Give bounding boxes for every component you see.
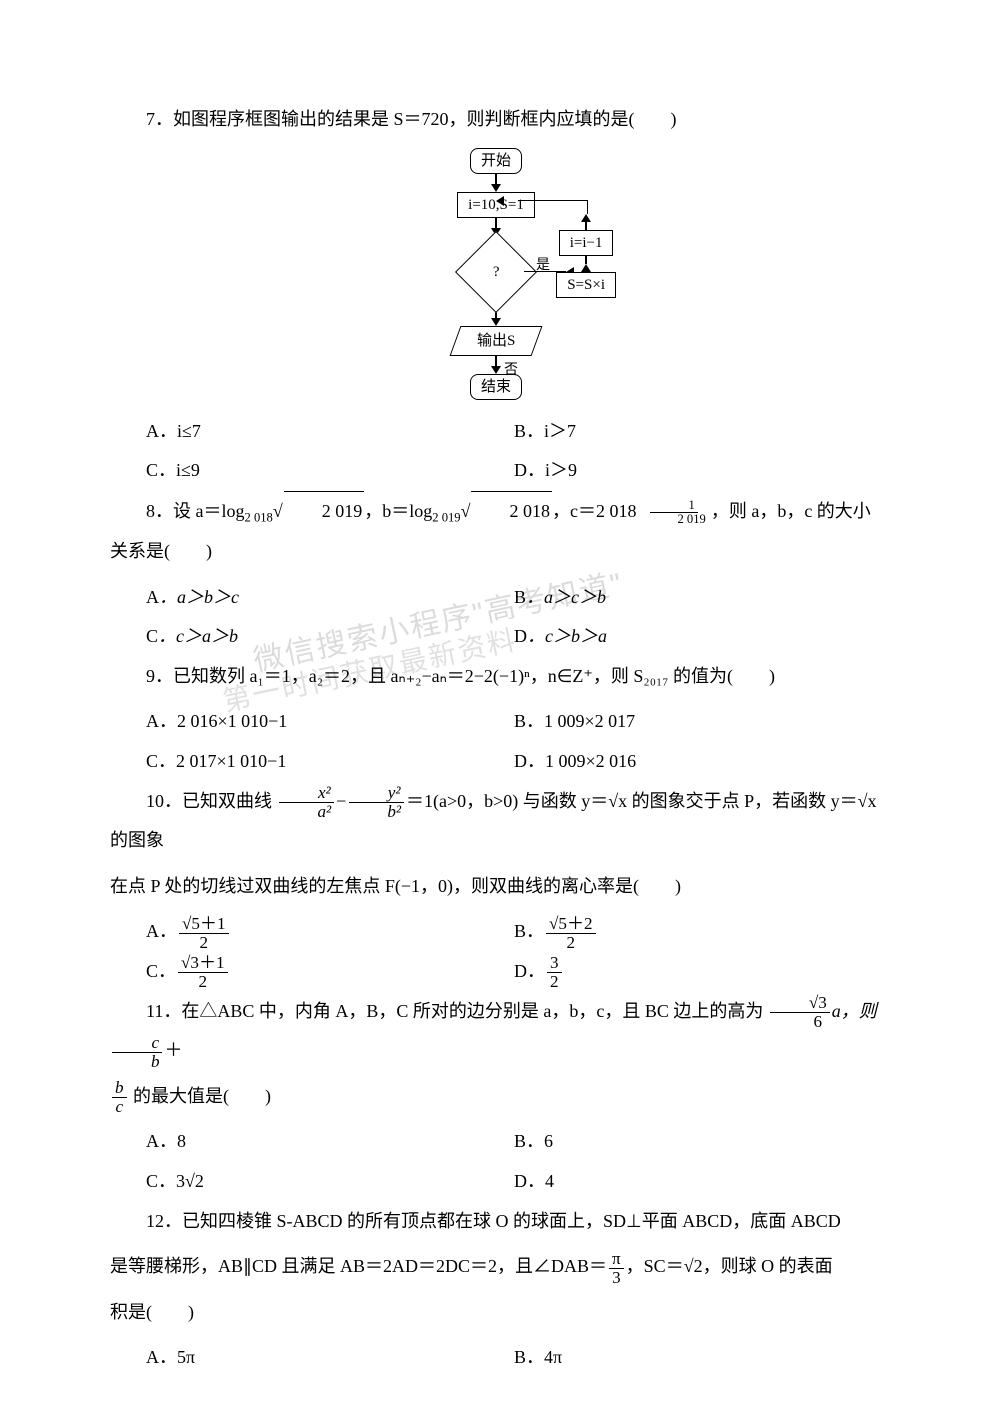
q8-A: ．a＞b＞c (159, 587, 239, 607)
q12-B: ．4π (526, 1347, 562, 1367)
fc-start: 开始 (470, 148, 522, 174)
q10-num: 10 (146, 791, 164, 811)
opt-label: B (514, 421, 526, 441)
q9-num: 9 (146, 666, 155, 686)
fc-step1: S=S×i (556, 272, 616, 298)
q8-num: 8 (146, 501, 155, 521)
fc-loop: i=i−1 S=S×i (556, 214, 616, 298)
q7-options: A．i≤7 B．i＞7 C．i≤9 D．i＞9 (110, 412, 882, 491)
q11-num: 11 (146, 1001, 163, 1021)
q11-stem-l1: 11．在△ABC 中，内角 A，B，C 所对的边分别是 a，b，c，且 BC 边… (110, 992, 882, 1071)
q7-text: ．如图程序框图输出的结果是 S＝720，则判断框内应填的是( ) (155, 109, 677, 129)
fc-no: 否 (504, 363, 518, 380)
q12-A: ．5π (159, 1347, 195, 1367)
q10-stem-l2: 在点 P 处的切线过双曲线的左焦点 F(−1，0)，则双曲线的离心率是( ) (110, 867, 882, 907)
q9-D: ．1 009×2 016 (527, 751, 636, 771)
q12-stem-l1: 12．已知四棱锥 S-ABCD 的所有顶点都在球 O 的球面上，SD⊥平面 AB… (110, 1202, 882, 1242)
opt-label: A (146, 421, 159, 441)
q11-options: A．8 B．6 C．3√2 D．4 (110, 1122, 882, 1201)
q12-options: A．5π B．4π (110, 1338, 882, 1378)
opt-label: C (146, 460, 158, 480)
q12-num: 12 (146, 1211, 164, 1231)
q7-A: ．i≤7 (159, 421, 201, 441)
q8-stem: 8．设 a＝log2 018√2 019，b＝log2 019√2 018，c＝… (110, 491, 882, 572)
q7-C: ．i≤9 (158, 460, 200, 480)
q9-options: A．2 016×1 010−1 B．1 009×2 017 C．2 017×1 … (110, 702, 882, 781)
opt-label: D (514, 460, 527, 480)
q11-D: ．4 (527, 1171, 554, 1191)
q9-B: ．1 009×2 017 (526, 711, 635, 731)
fc-output: 输出S (450, 326, 543, 356)
q7-D: ．i＞9 (527, 460, 577, 480)
q10-B: √5＋2 (546, 915, 596, 934)
q11-A: ．8 (159, 1131, 186, 1151)
exam-page: 微信搜索小程序"高考知道" 第一时间获取最新资料 7．如图程序框图输出的结果是 … (0, 0, 992, 1403)
q10-C: √3＋1 (178, 954, 228, 973)
q10-D: 3 (547, 954, 562, 973)
q7-num: 7 (146, 109, 155, 129)
q8-B: ．a＞c＞b (526, 587, 606, 607)
q11-stem-l2: bc 的最大值是( ) (110, 1077, 882, 1117)
q12-stem-l2: 是等腰梯形，AB∥CD 且满足 AB＝2AD＝2DC＝2，且∠DAB＝π3，SC… (110, 1247, 882, 1287)
fc-step2: i=i−1 (559, 230, 614, 256)
q8-C: ．c＞a＞b (158, 626, 238, 646)
q8-D: ．c＞b＞a (527, 626, 607, 646)
q11-C: ．3√2 (158, 1171, 204, 1191)
flowchart: 开始 i=10,S=1 ? 是 否 输出S 结束 i=i−1 S=S×i (366, 148, 626, 400)
q10-A: √5＋1 (179, 915, 229, 934)
q7-B: ．i＞7 (526, 421, 576, 441)
q7-stem: 7．如图程序框图输出的结果是 S＝720，则判断框内应填的是( ) (110, 100, 882, 140)
q9-C: ．2 017×1 010−1 (158, 751, 286, 771)
q9-text: ．已知数列 a₁＝1，a₂＝2，且 aₙ₊₂−aₙ＝2−2(−1)ⁿ，n∈Z⁺，… (155, 666, 775, 686)
q12-stem-l3: 积是( ) (110, 1293, 882, 1333)
q9-stem: 9．已知数列 a₁＝1，a₂＝2，且 aₙ₊₂−aₙ＝2−2(−1)ⁿ，n∈Z⁺… (110, 657, 882, 697)
q11-B: ．6 (526, 1131, 553, 1151)
q10-options: A．√5＋12 B．√5＋22 C．√3＋12 D．32 (110, 912, 882, 991)
q8-options: A．a＞b＞c B．a＞c＞b C．c＞a＞b D．c＞b＞a (110, 578, 882, 657)
q10-stem-l1: 10．已知双曲线 x²a²−y²b²＝1(a>0，b>0) 与函数 y＝√x 的… (110, 782, 882, 861)
q9-A: ．2 016×1 010−1 (159, 711, 287, 731)
